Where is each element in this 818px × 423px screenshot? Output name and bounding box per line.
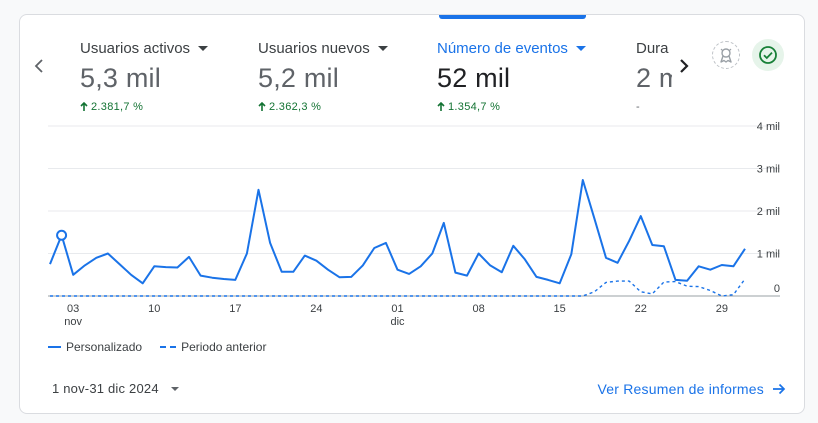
- legend-item-previous: Periodo anterior: [160, 340, 266, 354]
- metric-value: 52 mil: [437, 63, 511, 93]
- legend-item-current: Personalizado: [48, 340, 142, 354]
- insights-button[interactable]: [712, 41, 740, 69]
- y-tick-label: 1 mil: [757, 249, 780, 261]
- metric-tab-active-users[interactable]: Usuarios activos 5,3 mil 2.381,7 %: [80, 39, 255, 113]
- series-line-current: [49, 179, 746, 285]
- chevron-right-icon: [680, 59, 689, 73]
- previous-metrics-button[interactable]: [28, 53, 50, 79]
- insights-icon: [720, 48, 732, 63]
- caret-down-icon: [377, 45, 388, 51]
- solid-line-swatch: [48, 346, 61, 348]
- metric-label: Usuarios nuevos: [258, 39, 433, 57]
- caret-down-icon: [198, 45, 209, 51]
- x-tick-label: 03: [67, 303, 79, 315]
- dashed-line-swatch: [160, 346, 177, 348]
- x-tick-label: 10: [148, 303, 160, 315]
- chevron-left-icon: [34, 59, 43, 73]
- x-tick-sublabel: nov: [64, 316, 82, 328]
- metric-label: Número de eventos: [437, 39, 612, 57]
- x-tick-label: 15: [554, 303, 566, 315]
- view-report-link[interactable]: Ver Resumen de informes: [598, 381, 786, 397]
- x-tick-label: 17: [229, 303, 241, 315]
- x-tick-label: 24: [310, 303, 322, 315]
- metrics-card: Usuarios activos 5,3 mil 2.381,7 % Usuar…: [19, 14, 805, 414]
- caret-down-icon: [575, 45, 586, 51]
- y-tick-label: 0: [774, 283, 780, 295]
- metric-delta: 2.381,7 %: [80, 101, 255, 113]
- metric-delta: 2.362,3 %: [258, 101, 433, 113]
- date-range-selector[interactable]: 1 nov-31 dic 2024: [52, 381, 179, 396]
- card-footer: 1 nov-31 dic 2024 Ver Resumen de informe…: [20, 375, 804, 405]
- y-tick-label: 2 mil: [757, 206, 780, 218]
- metric-delta: 1.354,7 %: [437, 101, 612, 113]
- metric-tab-new-users[interactable]: Usuarios nuevos 5,2 mil 2.362,3 %: [258, 39, 433, 113]
- x-tick-label: 29: [716, 303, 728, 315]
- y-tick-label: 4 mil: [757, 121, 780, 133]
- metric-label: Dura: [636, 39, 669, 57]
- arrow-up-icon: [437, 102, 445, 111]
- check-circle-icon: [759, 46, 777, 64]
- metric-value: 2 m: [636, 63, 672, 93]
- x-tick-sublabel: dic: [390, 316, 405, 328]
- chart-legend: Personalizado Periodo anterior: [48, 340, 266, 354]
- metric-value: 5,3 mil: [80, 63, 161, 93]
- next-metrics-button[interactable]: [672, 53, 696, 79]
- metric-value: 5,2 mil: [258, 63, 339, 93]
- metric-tabs: Usuarios activos 5,3 mil 2.381,7 % Usuar…: [80, 39, 672, 119]
- metric-delta: -: [636, 101, 640, 113]
- x-tick-label: 08: [472, 303, 484, 315]
- arrow-up-icon: [258, 102, 266, 111]
- metric-tab-duration[interactable]: Dura 2 m -: [636, 39, 672, 114]
- active-tab-indicator: [439, 15, 586, 19]
- x-tick-label: 01: [391, 303, 403, 315]
- arrow-up-icon: [80, 102, 88, 111]
- x-tick-label: 22: [635, 303, 647, 315]
- metric-label: Usuarios activos: [80, 39, 255, 57]
- status-check-button[interactable]: [752, 39, 784, 71]
- highlight-point-marker: [56, 229, 68, 241]
- metric-tab-event-count[interactable]: Número de eventos 52 mil 1.354,7 %: [437, 39, 612, 113]
- series-line-previous: [50, 278, 746, 297]
- arrow-right-icon: [773, 383, 786, 395]
- caret-down-icon: [170, 386, 179, 391]
- y-tick-label: 3 mil: [757, 164, 780, 176]
